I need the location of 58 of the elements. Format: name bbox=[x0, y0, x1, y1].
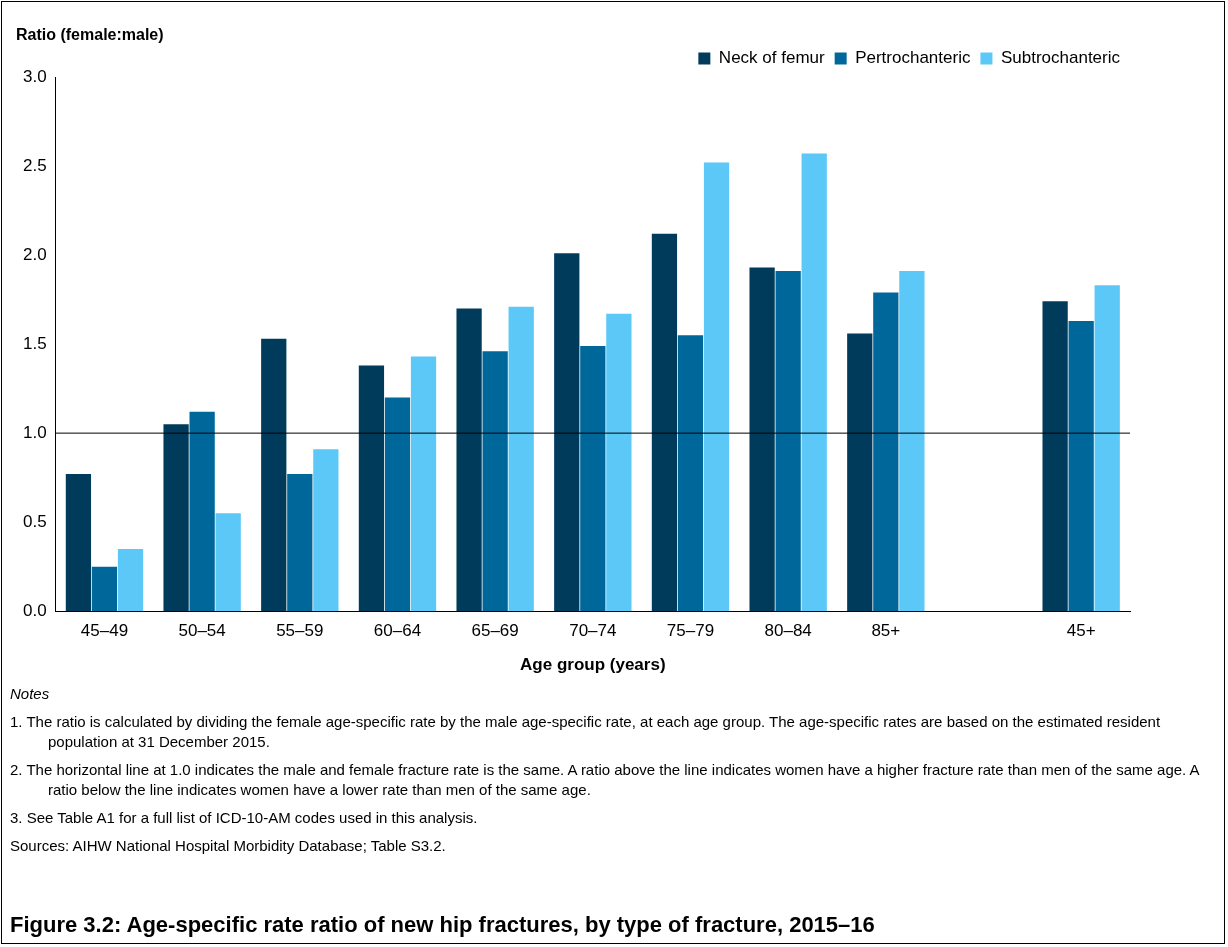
x-tick-label: 55–59 bbox=[276, 621, 324, 641]
bar bbox=[847, 333, 873, 612]
bar bbox=[606, 313, 632, 612]
bar bbox=[482, 351, 508, 612]
bar bbox=[91, 566, 118, 612]
y-tick-label: 1.0 bbox=[22, 422, 47, 442]
source-note: Sources: AIHW National Hospital Morbidity Database; Table S3.2. bbox=[10, 836, 447, 856]
text: Figure 3.2: Age-specific rate ratio of new hip fractures, by type of fracture, 2015–16 bbox=[10, 912, 875, 938]
bar bbox=[554, 253, 580, 612]
x-tick-label: 80–84 bbox=[764, 621, 812, 641]
legend-label: Neck of femur bbox=[718, 48, 825, 68]
bar bbox=[215, 513, 241, 612]
x-tick-label: 45–49 bbox=[80, 621, 129, 641]
bar bbox=[749, 267, 775, 612]
bar bbox=[410, 356, 437, 612]
x-tick-label: 60–64 bbox=[373, 621, 422, 641]
bar bbox=[508, 306, 534, 612]
bar bbox=[651, 233, 678, 612]
text: 1. The ratio is calculated by dividing the female age-specific rate by the male age-specific rate, at each age group. The age-specific rates are based on the estimated resident population at 31 December 2015. bbox=[10, 712, 1162, 752]
bar bbox=[899, 271, 925, 612]
bar bbox=[456, 308, 482, 612]
x-tick-label: 70–74 bbox=[569, 621, 617, 641]
x-tick-label: 85+ bbox=[871, 621, 901, 641]
x-axis-title: Age group (years) bbox=[520, 655, 666, 675]
bar bbox=[677, 335, 704, 612]
bar bbox=[775, 271, 801, 612]
y-tick-label: 0.5 bbox=[22, 511, 47, 531]
bar bbox=[384, 397, 411, 612]
x-tick-label: 75–79 bbox=[666, 621, 715, 641]
text: 3. See Table A1 for a full list of ICD-10-AM codes used in this analysis. bbox=[10, 808, 479, 828]
bar bbox=[358, 365, 385, 612]
bar bbox=[703, 162, 730, 612]
bar bbox=[287, 474, 313, 612]
legend-label: Pertrochanteric bbox=[855, 48, 971, 68]
bar bbox=[313, 449, 339, 612]
bar bbox=[580, 345, 606, 612]
y-tick-label: 2.0 bbox=[22, 244, 47, 264]
legend-label: Subtrochanteric bbox=[1000, 48, 1121, 68]
bar bbox=[261, 338, 287, 612]
y-tick-label: 0.0 bbox=[22, 600, 47, 620]
bar bbox=[65, 474, 92, 612]
bar bbox=[873, 292, 899, 612]
bar bbox=[189, 411, 215, 612]
x-tick-label: 45+ bbox=[1066, 621, 1096, 641]
y-tick-label: 1.5 bbox=[22, 333, 47, 353]
text: Notes bbox=[10, 684, 51, 704]
bar bbox=[117, 548, 144, 612]
bar bbox=[801, 153, 827, 612]
bar bbox=[163, 424, 189, 612]
y-axis-title: Ratio (female:male) bbox=[16, 26, 164, 44]
bar bbox=[1068, 320, 1094, 612]
x-tick-label: 65–69 bbox=[471, 621, 519, 641]
text: 2. The horizontal line at 1.0 indicates the male and female fracture rate is the same. A ratio above the line indicates women have a higher fracture rate than men of the same age. A ratio below the line indicates women have a lower rate than men of the same age. bbox=[10, 760, 1201, 800]
y-tick-label: 2.5 bbox=[22, 155, 47, 175]
x-tick-label: 50–54 bbox=[178, 621, 226, 641]
bar bbox=[1042, 301, 1068, 612]
bar bbox=[1094, 285, 1120, 612]
y-tick-label: 3.0 bbox=[22, 66, 47, 86]
